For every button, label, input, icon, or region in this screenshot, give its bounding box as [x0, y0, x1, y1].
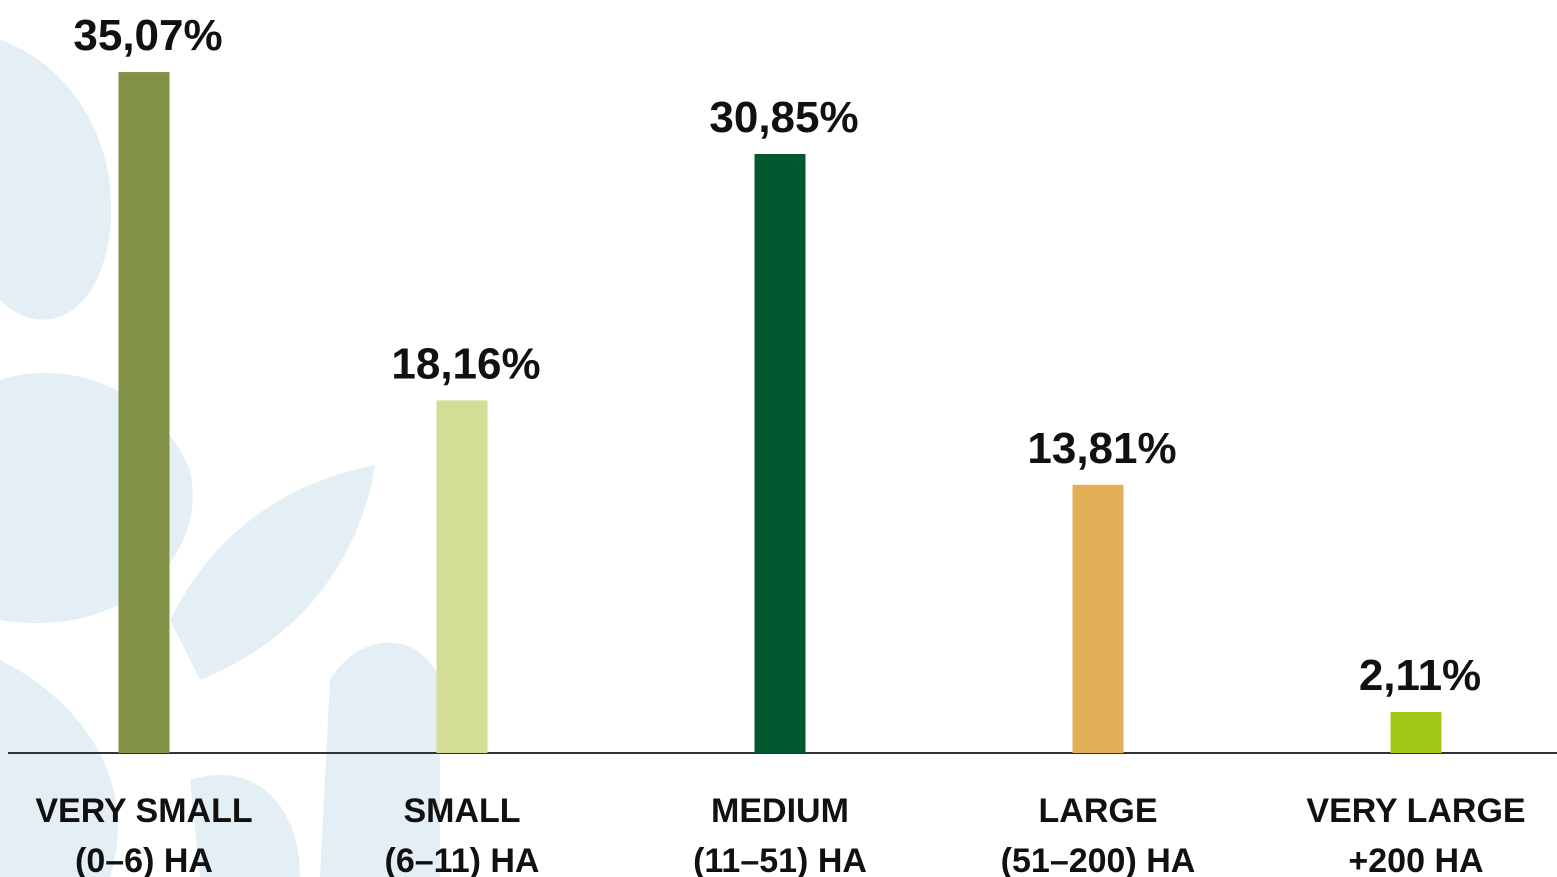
value-label: 35,07%: [73, 11, 222, 60]
leaf-shape: [0, 40, 112, 320]
leaf-shape: [170, 465, 375, 680]
x-tick-label: (6–11) HA: [385, 842, 540, 877]
leaf-shape: [320, 642, 440, 877]
bar: [754, 153, 806, 753]
leaf-shape: [190, 774, 300, 877]
value-label: 30,85%: [709, 93, 858, 142]
bar: [1072, 484, 1124, 753]
bar: [436, 400, 488, 753]
x-tick-label: VERY LARGE: [1306, 792, 1525, 830]
background-decoration: [0, 40, 440, 877]
value-label: 13,81%: [1027, 424, 1176, 473]
value-label: 2,11%: [1359, 651, 1481, 700]
x-tick-label: LARGE: [1039, 792, 1158, 830]
x-tick-label: (0–6) HA: [75, 842, 213, 877]
x-tick-label: (51–200) HA: [1001, 842, 1196, 877]
x-tick-label: MEDIUM: [711, 792, 849, 830]
bar: [118, 72, 170, 754]
x-tick-label: +200 HA: [1348, 842, 1483, 877]
value-label: 18,16%: [391, 339, 540, 388]
x-tick-label: SMALL: [403, 792, 520, 830]
x-tick-label: VERY SMALL: [35, 792, 252, 830]
leaf-shape: [0, 660, 118, 877]
x-tick-label: (11–51) HA: [693, 842, 867, 877]
bar: [1390, 712, 1442, 753]
